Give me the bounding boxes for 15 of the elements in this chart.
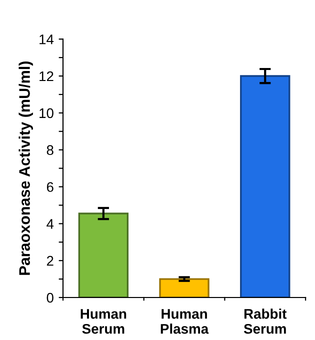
- y-tick-label: 10: [40, 108, 54, 118]
- x-tick-label: Human Serum: [80, 309, 126, 334]
- y-tick-label: 12: [40, 71, 54, 82]
- y-tick-label: 8: [46, 145, 54, 156]
- bar: [78, 212, 129, 298]
- x-tick-label: Rabbit Serum: [244, 308, 287, 334]
- y-axis-title: Paraoxonase Activity (mU/ml): [18, 62, 33, 275]
- x-tick-label: Human Plasma: [160, 309, 209, 334]
- y-tick-label: 0: [46, 292, 54, 303]
- y-tick-label: 4: [46, 219, 54, 229]
- bar: [159, 278, 210, 298]
- y-tick-label: 6: [46, 182, 54, 192]
- y-tick-label: 2: [46, 256, 54, 266]
- y-tick-label: 14: [40, 34, 54, 44]
- bar: [240, 75, 290, 298]
